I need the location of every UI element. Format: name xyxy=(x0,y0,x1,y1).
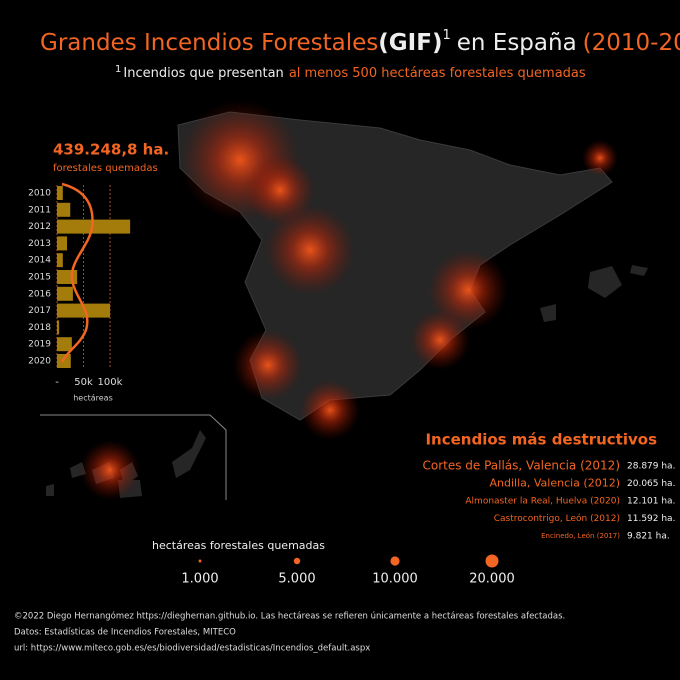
size-legend-title: hectáreas forestales quemadas xyxy=(152,539,325,552)
fire-area: 12.101 ha. xyxy=(627,497,675,507)
x-tick-label: 100k xyxy=(98,377,123,388)
bar xyxy=(57,186,63,200)
bar xyxy=(57,219,131,234)
y-tick-label: 2020 xyxy=(28,357,51,367)
size-label: 20.000 xyxy=(469,572,515,587)
x-tick-label: - xyxy=(55,377,59,388)
fire-area: 20.065 ha. xyxy=(627,479,675,489)
fire-name: Encinedo, León (2017) xyxy=(541,532,620,540)
ibiza xyxy=(540,304,556,322)
footer-line: ©2022 Diego Hernangómez https://dieghern… xyxy=(14,611,565,622)
bar xyxy=(57,337,72,352)
bar xyxy=(57,320,60,335)
size-label: 1.000 xyxy=(181,572,218,587)
size-symbol xyxy=(390,556,400,566)
fire-name: Andilla, Valencia (2012) xyxy=(489,477,620,490)
y-tick-label: 2015 xyxy=(28,273,51,283)
size-symbol xyxy=(293,557,301,565)
total-value: 439.248,8 ha. xyxy=(53,141,169,159)
size-label: 5.000 xyxy=(278,572,315,587)
y-tick-label: 2011 xyxy=(28,205,51,215)
fire-glow xyxy=(80,100,618,500)
fire-area: 11.592 ha. xyxy=(627,514,675,524)
y-tick-label: 2014 xyxy=(28,256,51,266)
fire-area: 9.821 ha. xyxy=(627,532,670,542)
x-axis-label: hectáreas xyxy=(73,394,113,403)
x-tick-label: 50k xyxy=(74,377,93,388)
y-tick-label: 2012 xyxy=(28,222,51,232)
size-label: 10.000 xyxy=(372,572,418,587)
y-tick-label: 2013 xyxy=(28,239,51,249)
bar xyxy=(57,270,78,284)
total-label: forestales quemadas xyxy=(53,163,158,174)
bar xyxy=(57,253,63,268)
canary-frame xyxy=(40,414,227,500)
bar xyxy=(57,202,71,217)
title: Grandes Incendios Forestales(GIF)1 en Esp… xyxy=(40,28,680,56)
bar xyxy=(57,303,110,318)
menorca xyxy=(630,265,648,276)
footer-line: Datos: Estadísticas de Incendios Foresta… xyxy=(14,628,236,638)
fire-area: 28.879 ha. xyxy=(627,462,675,472)
bar xyxy=(57,236,68,251)
top-fires-title: Incendios más destructivos xyxy=(425,431,657,449)
y-tick-label: 2019 xyxy=(28,340,51,350)
mallorca xyxy=(588,266,622,298)
density-curve xyxy=(60,182,94,363)
fire-name: Cortes de Pallás, Valencia (2012) xyxy=(422,459,620,473)
bar xyxy=(57,286,73,301)
y-tick-label: 2010 xyxy=(28,189,51,199)
y-tick-label: 2018 xyxy=(28,323,51,333)
map xyxy=(40,100,648,500)
footer-line: url: https://www.miteco.gob.es/es/biodiv… xyxy=(14,644,370,654)
size-symbol xyxy=(485,554,499,568)
fire-name: Almonaster la Real, Huelva (2020) xyxy=(465,497,620,507)
y-tick-label: 2016 xyxy=(28,289,51,299)
y-tick-label: 2017 xyxy=(28,306,51,316)
size-symbol xyxy=(198,559,202,563)
fire-name: Castrocontrigo, León (2012) xyxy=(494,513,620,524)
subtitle: 1 Incendios que presentan al menos 500 hec… xyxy=(115,64,586,81)
